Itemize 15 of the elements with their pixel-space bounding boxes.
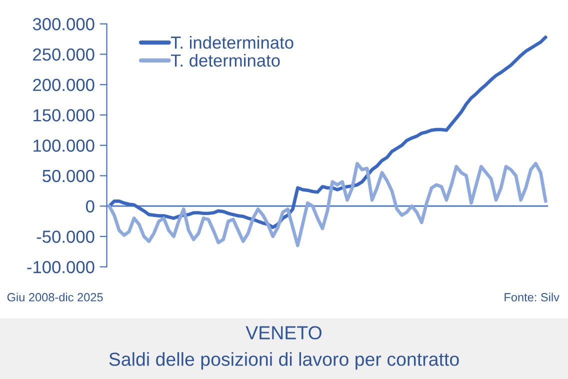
text: Giu 2008-dic 2025 xyxy=(7,292,103,302)
y-tick-label: 0 xyxy=(86,200,94,213)
text: Saldi delle posizioni di lavoro per contratto xyxy=(109,352,459,370)
y-tick-label: 150.000 xyxy=(34,109,94,122)
y-tick-label: 100.000 xyxy=(34,140,94,152)
y-tick-label: -100.000 xyxy=(27,260,94,274)
text: VENETO xyxy=(246,326,322,340)
legend-label: T. indeterminato xyxy=(170,36,294,49)
legend-label: T. determinato xyxy=(170,54,280,67)
y-tick-label: 200.000 xyxy=(33,78,94,92)
y-tick-label: -50.000 xyxy=(36,230,94,243)
source-note: Fonte: Silv xyxy=(504,292,560,302)
y-tick-label: 250.000 xyxy=(33,48,94,61)
y-tick-label: 300.000 xyxy=(32,18,94,30)
y-tick-label: 50.000 xyxy=(42,170,94,182)
